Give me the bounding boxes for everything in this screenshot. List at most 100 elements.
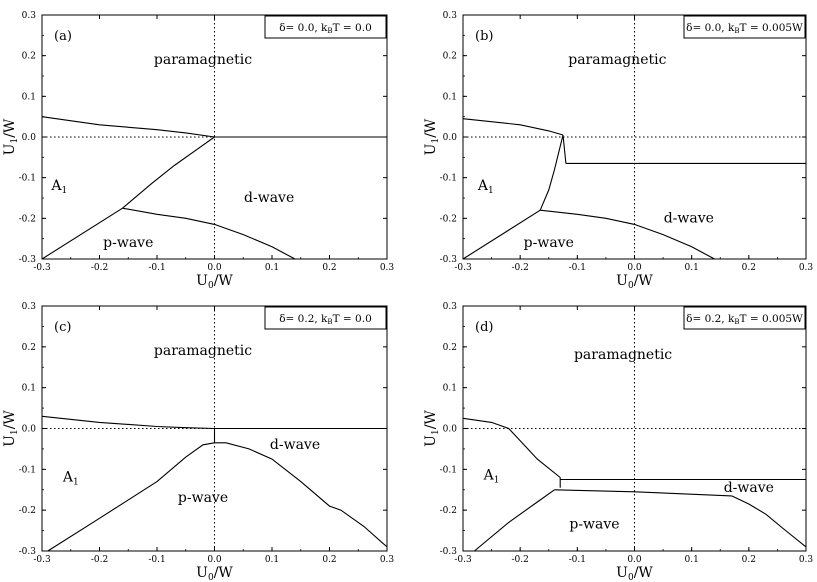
condition-box [264, 306, 387, 330]
region-label-paramagnetic: paramagnetic [574, 347, 672, 363]
y-tick-label: 0.3 [443, 302, 458, 312]
region-label-d-wave: d-wave [724, 480, 774, 496]
x-axis-title: U0/W [616, 565, 653, 582]
x-tick-label: -0.1 [569, 555, 586, 565]
panel-id-label: (a) [54, 29, 72, 44]
panel-a: -0.3-0.3 -0.2 -0.2 -0.1 -0.1 0.0 0.0 0.1 0.1 0.2 0… [2, 11, 394, 291]
x-tick-label: 0.0 [627, 555, 642, 565]
y-tick-label: 0.2 [443, 343, 457, 353]
y-tick-label: -0.1 [440, 174, 457, 184]
y-tick-label: -0.3 [440, 255, 458, 265]
region-label-d-wave: d-wave [270, 437, 320, 453]
x-tick-label: -0.2 [511, 263, 528, 273]
x-tick-label: -0.2 [511, 555, 528, 565]
region-label-d-wave: d-wave [244, 190, 294, 206]
region-label-paramagnetic: paramagnetic [568, 52, 666, 68]
y-tick-label: 0.0 [22, 425, 37, 435]
y-tick-label: -0.1 [19, 465, 36, 475]
condition-label: δ= 0.0, kBT = 0.0 [279, 22, 372, 35]
phase-boundary-1 [41, 415, 215, 430]
phase-boundary-5 [122, 207, 296, 260]
condition-label: δ= 0.2, kBT = 0.005W [686, 313, 803, 326]
panel-b: -0.3-0.3 -0.2 -0.2 -0.1 -0.1 0.0 0.0 0.1 0.1 0.2 0… [423, 11, 813, 291]
y-tick-label: -0.3 [19, 547, 37, 557]
y-tick-label: -0.3 [440, 547, 458, 557]
y-tick-label: 0.3 [22, 11, 37, 21]
y-tick-label: 0.3 [443, 11, 458, 21]
region-label-a1: A1 [62, 470, 79, 488]
panel-d: -0.3-0.3 -0.2 -0.2 -0.1 -0.1 0.0 0.0 0.1 0.1 0.2 0… [423, 302, 813, 582]
phase-boundary-4 [41, 207, 123, 260]
x-axis-title: U0/W [196, 273, 233, 291]
y-tick-label: 0.2 [22, 52, 36, 62]
x-tick-label: 0.1 [685, 263, 699, 273]
region-label-a1: A1 [477, 178, 494, 196]
x-tick-label: 0.3 [799, 263, 814, 273]
y-tick-label: 0.0 [22, 133, 37, 143]
x-axis-title: U0/W [616, 273, 653, 291]
region-label-p-wave: p-wave [569, 517, 619, 533]
x-tick-label: -0.2 [91, 555, 108, 565]
phase-boundary-1 [462, 417, 561, 478]
phase-boundary-1 [462, 118, 564, 136]
phase-boundary-6 [540, 209, 715, 260]
y-axis-title: U1/W [423, 410, 441, 447]
x-tick-label: -0.1 [148, 263, 165, 273]
region-label-paramagnetic: paramagnetic [154, 343, 252, 359]
y-tick-label: 0.1 [22, 384, 36, 394]
panel-c: -0.3-0.3 -0.2 -0.2 -0.1 -0.1 0.0 0.0 0.1 0.1 0.2 0… [2, 302, 394, 582]
x-tick-label: -0.3 [454, 555, 472, 565]
y-tick-label: 0.1 [443, 384, 457, 394]
phase-boundary-5 [462, 209, 541, 260]
x-axis-title: U0/W [196, 565, 233, 582]
y-tick-label: 0.1 [443, 92, 457, 102]
y-tick-label: 0.2 [443, 52, 457, 62]
x-tick-label: -0.1 [569, 263, 586, 273]
region-label-paramagnetic: paramagnetic [154, 52, 252, 68]
x-tick-label: -0.3 [33, 263, 51, 273]
x-tick-label: -0.3 [33, 555, 51, 565]
y-axis-title: U1/W [2, 118, 20, 155]
x-tick-label: 0.1 [265, 263, 279, 273]
phase-boundary-3 [47, 442, 388, 552]
y-tick-label: -0.2 [440, 506, 457, 516]
x-tick-label: 0.2 [742, 555, 756, 565]
y-tick-label: 0.3 [22, 302, 37, 312]
y-tick-label: -0.1 [19, 174, 36, 184]
phase-boundary-3 [122, 136, 215, 209]
x-tick-label: -0.1 [148, 555, 165, 565]
x-tick-label: 0.3 [380, 263, 395, 273]
y-axis-title: U1/W [423, 118, 441, 155]
y-tick-label: -0.1 [440, 465, 457, 475]
x-tick-label: 0.0 [207, 555, 222, 565]
x-tick-label: 0.3 [799, 555, 814, 565]
region-label-p-wave: p-wave [178, 490, 228, 506]
phase-boundary-5 [554, 489, 732, 497]
x-tick-label: 0.2 [742, 263, 756, 273]
region-label-a1: A1 [483, 468, 500, 486]
x-tick-label: -0.2 [91, 263, 108, 273]
region-label-p-wave: p-wave [103, 235, 153, 251]
y-tick-label: 0.0 [443, 425, 458, 435]
phase-boundary-6 [731, 495, 807, 548]
y-tick-label: 0.0 [443, 133, 458, 143]
y-tick-label: -0.2 [19, 214, 36, 224]
x-tick-label: -0.3 [454, 263, 472, 273]
condition-box [264, 15, 387, 39]
condition-label: δ= 0.2, kBT = 0.0 [279, 313, 372, 326]
y-tick-label: -0.3 [19, 255, 37, 265]
panel-id-label: (d) [475, 320, 493, 335]
x-tick-label: 0.2 [322, 263, 336, 273]
x-tick-label: 0.0 [627, 263, 642, 273]
x-tick-label: 0.2 [322, 555, 336, 565]
condition-box [683, 15, 806, 39]
condition-label: δ= 0.0, kBT = 0.005W [686, 22, 803, 35]
region-label-p-wave: p-wave [524, 235, 574, 251]
x-tick-label: 0.3 [380, 555, 395, 565]
y-tick-label: -0.2 [440, 214, 457, 224]
y-tick-label: 0.1 [22, 92, 36, 102]
x-tick-label: 0.0 [207, 263, 222, 273]
condition-box [683, 306, 806, 330]
x-tick-label: 0.1 [685, 555, 699, 565]
